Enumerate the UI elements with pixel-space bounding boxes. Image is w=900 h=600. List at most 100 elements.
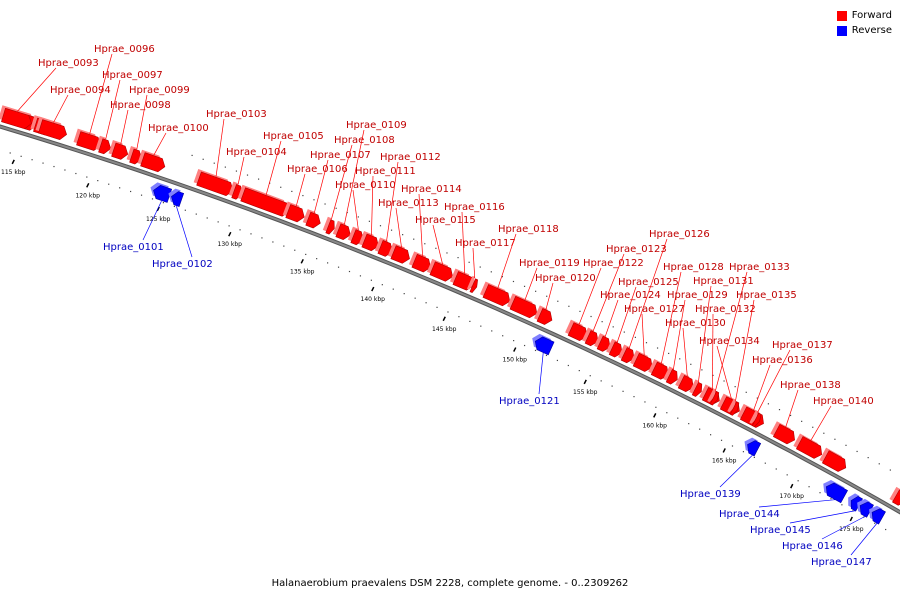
gene-label-hprae_0101: Hprae_0101 [103,242,164,253]
gene-arrow-hprae_0100-face [140,152,166,173]
forward-swatch [836,10,847,21]
gene-leader-hprae_0114 [418,193,423,257]
gene-arrow-hprae_0131-face [691,381,703,397]
tick-label: 165 kbp [712,457,737,464]
minor-tick [622,390,624,392]
gene-arrow-hprae_0098-face [111,142,129,160]
minor-tick [291,190,293,193]
minor-tick [775,468,777,470]
gene-arrow-hprae_0107 [302,209,321,229]
gene-label-hprae_0121: Hprae_0121 [499,396,560,407]
gene-leader-hprae_0145 [789,510,856,524]
minor-tick [797,480,799,482]
minor-tick [272,241,274,243]
gene-leader-hprae_0113 [395,207,402,248]
gene-label-hprae_0103: Hprae_0103 [206,109,267,120]
gene-arrow-hprae_0102-face [171,191,185,208]
minor-tick [491,330,493,332]
gene-leader-hprae_0121 [538,352,544,395]
gene-arrow-hprae_0121 [532,333,555,356]
minor-tick [523,344,526,347]
gene-label-hprae_0102: Hprae_0102 [152,259,213,270]
gene-arrow-hprae_0120-face [536,308,553,325]
gene-arrow-hprae_0106-face [285,204,305,223]
gene-arrow-hprae_0093 [0,105,32,130]
gene-leader-hprae_0127 [641,313,645,356]
gene-arrow-hprae_0140 [793,433,823,459]
minor-tick [370,279,372,281]
tick-label: 115 kbp [1,169,26,176]
gene-label-hprae_0094: Hprae_0094 [50,85,111,96]
gene-arrow [819,447,847,472]
gene-leader-hprae_0140 [810,405,832,441]
gene-label-hprae_0147: Hprae_0147 [811,557,872,568]
gene-leader-hprae_0135 [735,299,755,402]
minor-tick [162,202,165,204]
minor-tick [819,492,821,494]
minor-tick [224,166,226,168]
gene-label-hprae_0139: Hprae_0139 [680,489,741,500]
major-tick [583,379,587,385]
minor-tick [513,340,515,342]
minor-tick [235,170,238,172]
minor-tick [458,316,460,318]
gene-leader-hprae_0130 [682,327,688,377]
gene-leader-hprae_0110 [352,189,359,231]
gene-label-hprae_0107: Hprae_0107 [310,150,371,161]
gene-leader-hprae_0144 [758,499,836,508]
gene-label-hprae_0097: Hprae_0097 [102,70,163,81]
gene-label-hprae_0127: Hprae_0127 [624,304,685,315]
gene-arrow [889,486,900,506]
gene-label-hprae_0128: Hprae_0128 [663,262,724,273]
minor-tick [435,247,437,249]
gene-arrow-hprae_0112 [374,237,393,257]
gene-arrow-hprae_0108-face [325,219,335,235]
minor-tick [512,280,515,283]
minor-tick [31,159,33,161]
minor-tick [20,155,22,157]
gene-leader-hprae_0125 [616,286,637,343]
tick-label: 150 kbp [503,357,528,364]
minor-tick [567,364,569,367]
minor-tick [305,253,307,256]
gene-label-hprae_0132: Hprae_0132 [695,304,756,315]
minor-tick [173,205,175,208]
minor-tick [424,243,426,245]
minor-tick [845,444,847,446]
legend-forward-label: Forward [851,10,892,21]
minor-tick [690,363,692,365]
gene-label-hprae_0146: Hprae_0146 [782,541,843,552]
major-tick [790,483,794,489]
gene-leader-hprae_0109 [344,129,365,225]
minor-tick [436,306,438,308]
gene-label-hprae_0140: Hprae_0140 [813,396,874,407]
gene-label-hprae_0113: Hprae_0113 [378,198,439,209]
minor-tick [324,203,326,205]
minor-tick [666,412,668,414]
minor-tick [202,158,204,160]
minor-tick [64,169,66,171]
legend-reverse: Reverse [836,23,892,38]
minor-tick [413,238,415,240]
gene-label-hprae_0106: Hprae_0106 [287,164,348,175]
major-tick [653,413,657,418]
minor-tick [359,275,362,277]
gene-label-hprae_0100: Hprae_0100 [148,123,209,134]
minor-tick [834,438,836,440]
gene-arrow-hprae_0138-face [772,423,795,445]
gene-arrow-hprae_0135-top [727,398,736,413]
minor-tick [346,211,348,214]
minor-tick [546,295,548,297]
gene-leader-hprae_0116 [461,211,466,274]
gene-arrow-hprae_0098 [108,140,129,160]
gene-arrow-hprae_0097-face [98,138,112,155]
gene-leader-hprae_0098 [120,109,129,145]
gene-arrow-hprae_0101-face [153,185,173,203]
minor-tick [545,354,548,357]
major-tick [300,258,304,264]
gene-leader-hprae_0094 [53,94,69,123]
gene-label-hprae_0096: Hprae_0096 [94,44,155,55]
gene-label-hprae_0116: Hprae_0116 [444,202,505,213]
minor-tick [217,221,219,223]
minor-tick [655,406,657,408]
